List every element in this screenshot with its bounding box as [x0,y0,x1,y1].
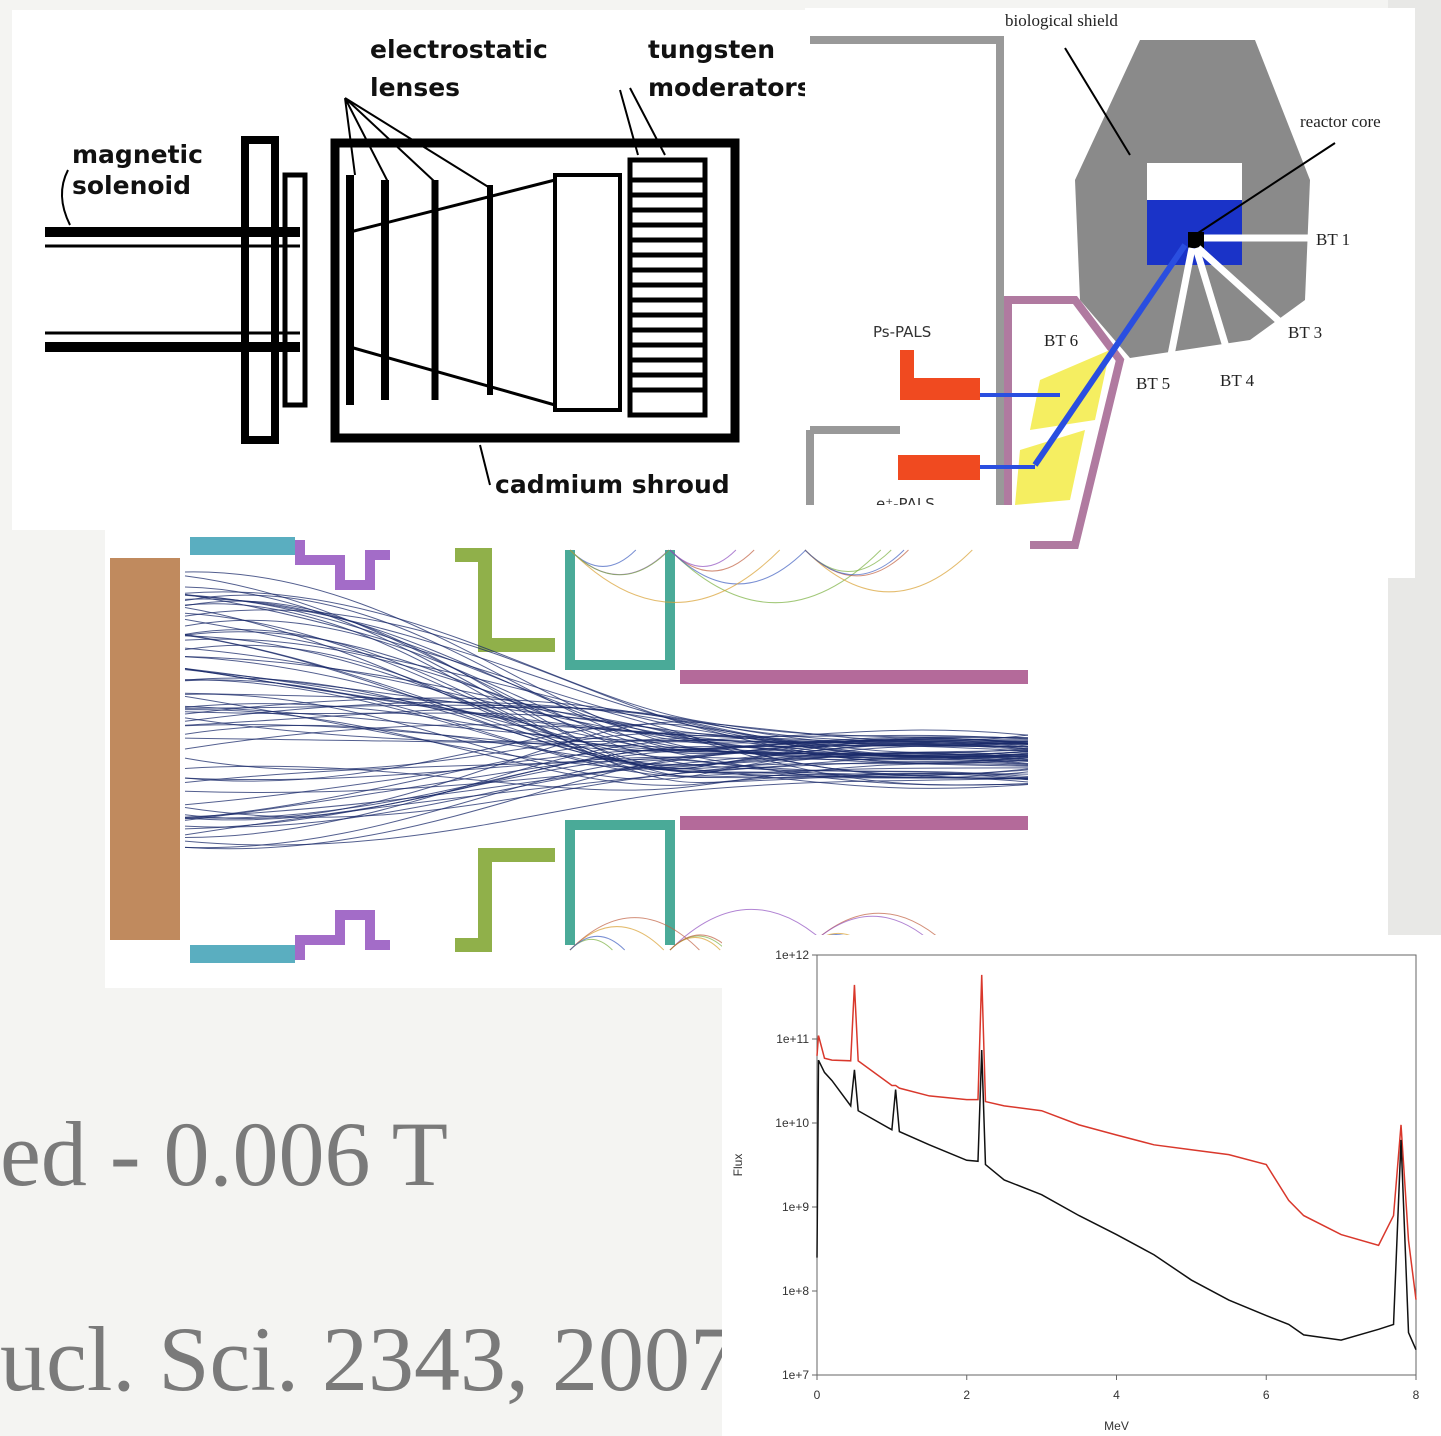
label: BT 6 [1044,331,1078,350]
moderator-vanes [630,180,705,390]
panel [722,935,1441,1436]
label: tungsten [648,35,775,64]
y-tick-label: 1e+8 [782,1284,809,1298]
x-axis-label: MeV [1104,1419,1129,1433]
label: lenses [370,73,460,102]
slide-text: ucl. Sci. 2343, 2007 [0,1308,736,1410]
x-tick-label: 2 [963,1388,970,1402]
label: BT 4 [1220,371,1255,390]
y-tick-label: 1e+7 [782,1368,809,1382]
label: reactor core [1300,112,1381,131]
x-tick-label: 0 [814,1388,821,1402]
label: magnetic [72,140,203,169]
panel [1030,578,1388,935]
y-tick-label: 1e+12 [775,948,809,962]
ps-pals-device [900,350,914,380]
chart: 1e+7 1e+8 1e+9 1e+10 1e+11 1e+12 0 2 4 6 8 MeV Flux [722,935,1441,1436]
y-tick-label: 1e+11 [776,1032,809,1046]
label: solenoid [72,171,191,200]
y-axis-label: Flux [731,1154,745,1177]
electrode [190,945,295,963]
x-tick-label: 8 [1413,1388,1420,1402]
pool-top [1147,163,1242,200]
moderator-diagram: electrostatic lenses tungsten moderators… [12,10,815,530]
ps-pals-device [900,378,980,400]
label: BT 5 [1136,374,1170,393]
e-pals-device [898,455,980,480]
reactor-diagram: biological shield reactor core BT 1 BT 3… [805,8,1415,578]
electrode [680,816,1028,830]
slide: ed - 0.006 T ucl. Sci. 2343, 2007 electr… [0,0,1441,1436]
label: Ps-PALS [873,323,931,341]
x-tick-label: 6 [1263,1388,1270,1402]
label: BT 1 [1316,230,1350,249]
label: electrostatic [370,35,548,64]
y-tick-label: 1e+9 [782,1200,809,1214]
label: BT 3 [1288,323,1322,342]
x-tick-label: 4 [1113,1388,1120,1402]
electrode [190,537,295,555]
label: moderators [648,73,812,102]
label: cadmium shroud [495,470,730,499]
source [110,558,180,940]
electrode [680,670,1028,684]
slide-text: ed - 0.006 T [0,1103,448,1205]
label: biological shield [1005,11,1118,30]
y-tick-label: 1e+10 [775,1116,809,1130]
